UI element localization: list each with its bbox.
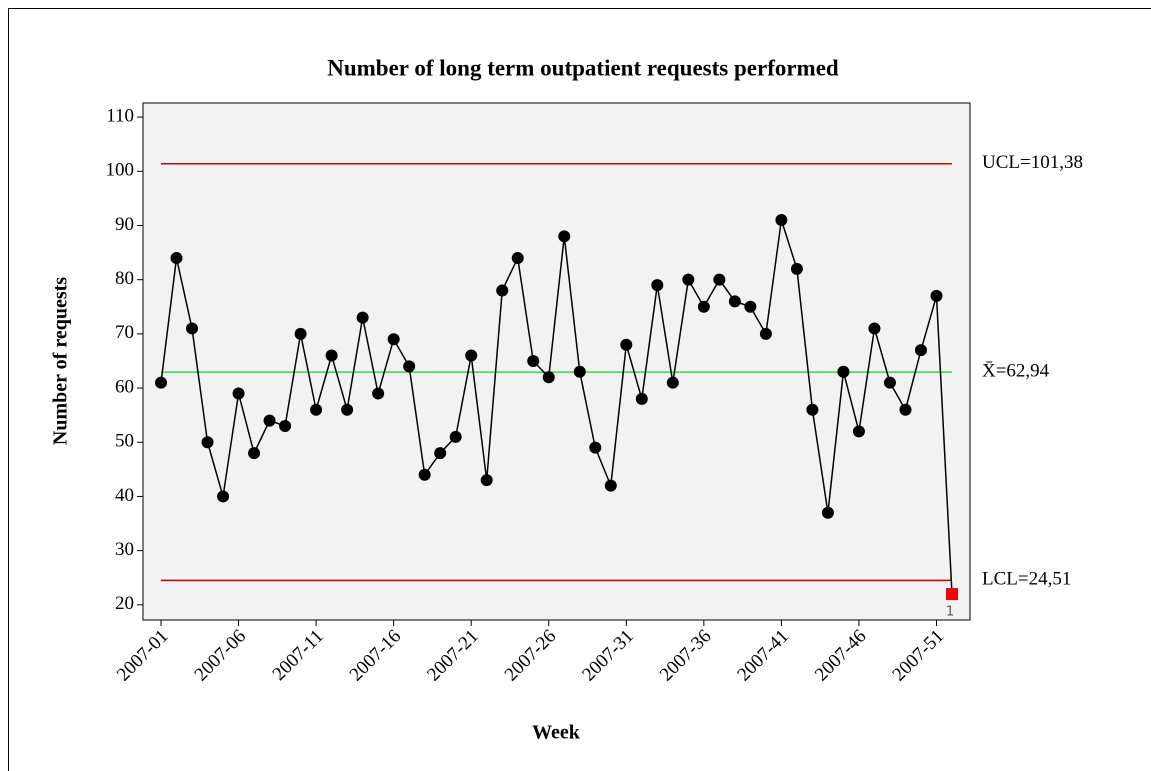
data-point <box>217 490 230 503</box>
data-point <box>883 376 896 389</box>
data-point <box>899 403 912 416</box>
control-line-label: X̄=62,94 <box>982 360 1050 381</box>
y-tick-label: 70 <box>115 322 134 343</box>
x-tick-label: 2007-41 <box>733 626 793 686</box>
data-line <box>160 219 953 595</box>
data-point <box>728 295 741 308</box>
data-point <box>372 387 385 400</box>
data-point <box>170 251 183 264</box>
data-point <box>759 327 772 340</box>
y-tick-label: 110 <box>106 105 134 126</box>
data-point <box>682 273 695 286</box>
data-point <box>155 376 167 389</box>
data-point <box>806 403 819 416</box>
frame <box>8 8 1151 771</box>
data-point <box>356 311 369 324</box>
x-tick-label: 2007-16 <box>346 626 406 686</box>
data-point <box>790 262 803 275</box>
data-point <box>852 425 865 438</box>
data-point <box>279 419 292 432</box>
data-point <box>511 251 524 264</box>
data-point <box>465 349 478 362</box>
y-tick-label: 80 <box>115 268 134 289</box>
data-point <box>573 365 586 378</box>
data-point <box>589 441 602 454</box>
y-axis-label: Number of requests <box>50 277 72 445</box>
data-point <box>449 430 462 443</box>
data-point <box>232 387 245 400</box>
y-tick-label: 90 <box>115 214 134 235</box>
data-point <box>604 479 617 492</box>
y-tick-label: 20 <box>115 593 134 614</box>
data-point <box>434 447 447 460</box>
data-point <box>186 322 199 335</box>
data-point <box>496 284 509 297</box>
data-point <box>713 273 726 286</box>
data-point <box>418 468 431 481</box>
x-tick-label: 2007-21 <box>423 626 483 686</box>
data-point <box>387 333 400 346</box>
data-point <box>620 338 633 351</box>
data-point <box>651 279 664 292</box>
data-point <box>697 300 710 313</box>
data-point <box>542 371 555 384</box>
data-point <box>294 327 307 340</box>
data-point <box>403 360 416 373</box>
data-point <box>868 322 881 335</box>
data-point <box>775 214 788 227</box>
data-point <box>930 289 943 302</box>
flagged-point <box>946 587 958 600</box>
control-line-label: LCL=24,51 <box>982 569 1071 590</box>
x-tick-label: 2007-51 <box>888 626 948 686</box>
plot-area <box>142 102 971 621</box>
flag-label: 1 <box>946 604 954 619</box>
data-point <box>666 376 679 389</box>
x-tick-label: 2007-46 <box>811 626 871 686</box>
y-tick-label: 30 <box>115 539 134 560</box>
x-tick-label: 2007-01 <box>113 626 173 686</box>
data-point <box>837 365 850 378</box>
x-tick-label: 2007-31 <box>578 626 638 686</box>
data-point <box>341 403 354 416</box>
data-point <box>310 403 323 416</box>
y-tick-label: 40 <box>115 485 134 506</box>
data-point <box>635 392 648 405</box>
x-axis-label: Week <box>532 722 581 744</box>
data-point <box>263 414 276 427</box>
y-tick-label: 60 <box>115 376 134 397</box>
x-tick-label: 2007-06 <box>191 626 251 686</box>
data-point <box>821 506 834 519</box>
data-point <box>480 474 493 487</box>
data-point <box>744 300 757 313</box>
x-tick-label: 2007-11 <box>269 626 328 685</box>
data-point <box>558 230 571 243</box>
data-point <box>201 436 214 449</box>
data-point <box>248 447 261 460</box>
data-point <box>325 349 338 362</box>
x-tick-label: 2007-36 <box>656 626 716 686</box>
x-tick-label: 2007-26 <box>501 626 561 686</box>
y-tick-label: 100 <box>106 160 135 181</box>
chart-title: Number of long term outpatient requests … <box>327 55 839 80</box>
control-line-label: UCL=101,38 <box>982 152 1083 173</box>
data-point <box>914 344 927 357</box>
data-point <box>527 354 540 367</box>
y-tick-label: 50 <box>115 431 134 452</box>
